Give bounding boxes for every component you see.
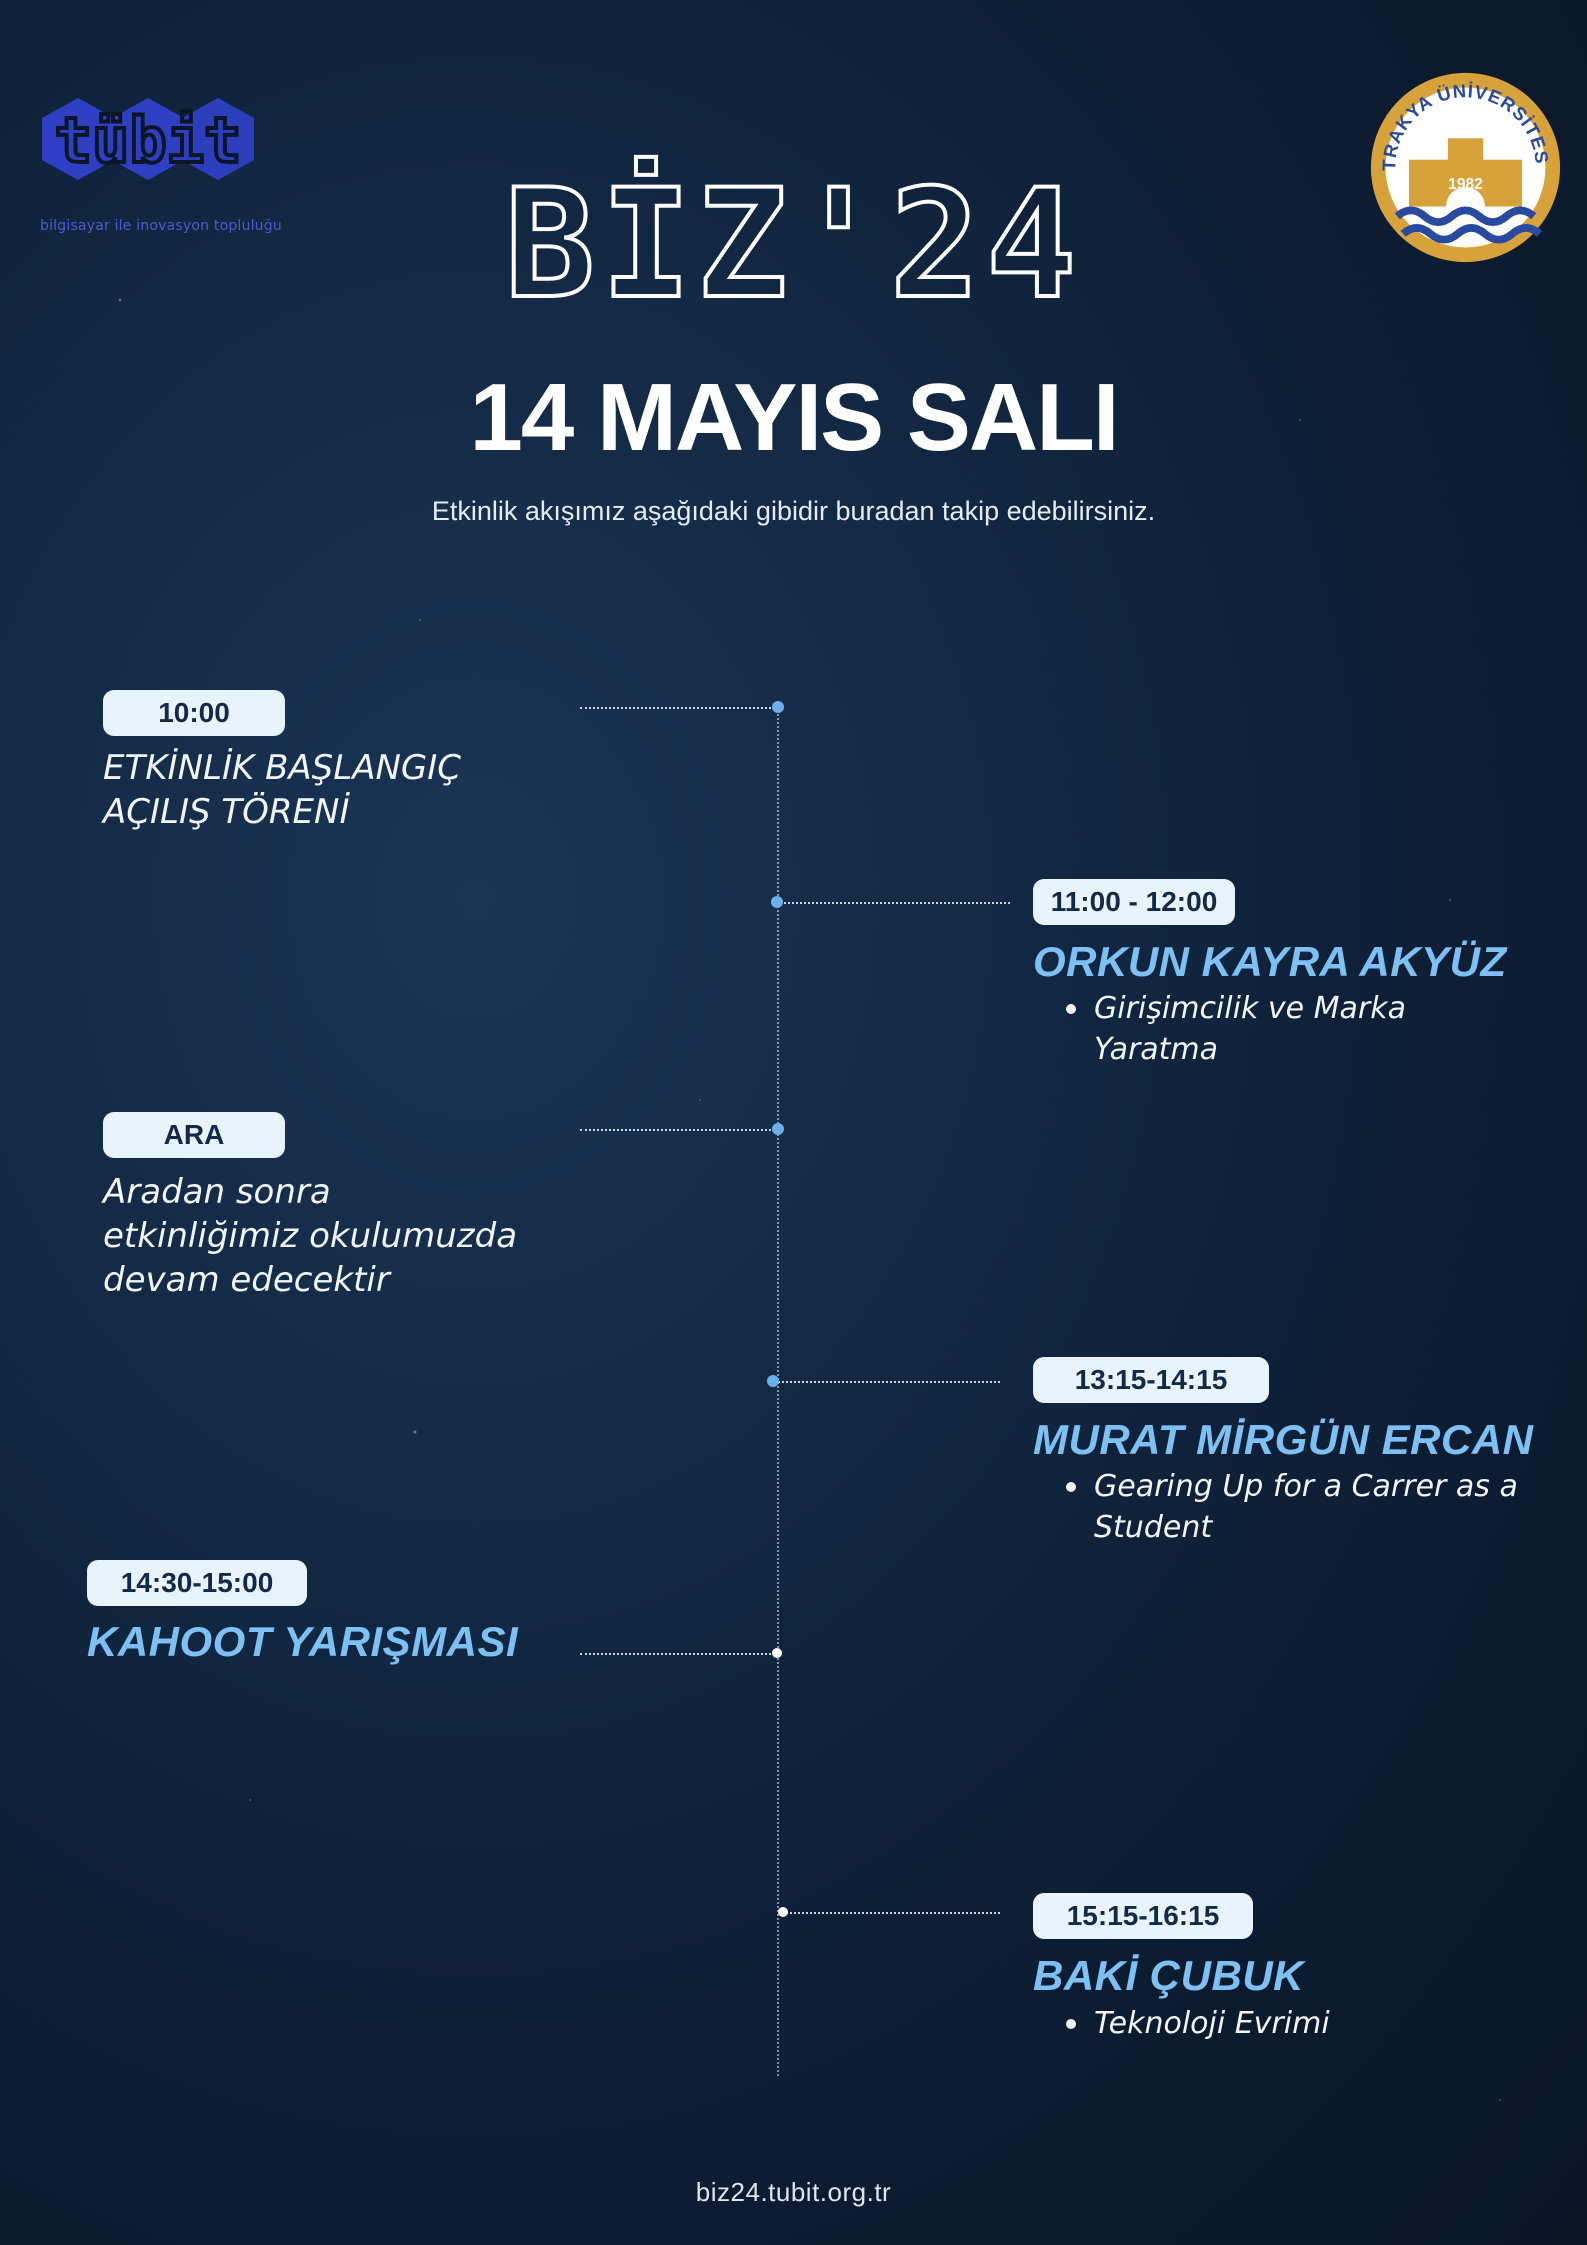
tubit-tagline: bilgisayar ile inovasyon topluluğu [40,218,282,234]
tubit-wordmark: tübit [55,104,242,177]
topic-line: Girişimcilik ve Marka [1094,991,1406,1026]
timeline-dot [772,1123,784,1135]
subtitle: Etkinlik akışımız aşağıdaki gibidir bura… [431,496,1156,526]
timeline-spine [777,706,779,2076]
timeline-dot [771,896,783,908]
topic-line: Gearing Up for a Carrer as a [1094,1469,1518,1504]
time-pill: ARA [103,1112,285,1158]
timeline-dot [767,1375,779,1387]
timeline-connector [580,707,775,709]
topic-line: Teknoloji Evrimi [1094,2006,1330,2041]
timeline-dot [772,1648,782,1658]
time-pill: 14:30-15:00 [87,1560,307,1606]
timeline-connector [782,1912,1000,1914]
timeline-connector [778,1381,1000,1383]
text-line: devam edecektir [103,1260,390,1300]
speaker-name: BAKİ ÇUBUK [1033,1952,1304,1999]
tubit-logo: tübit [42,98,254,180]
activity-title: KAHOOT YARIŞMASI [87,1618,519,1665]
date-title: 14 MAYIS SALI [469,364,1119,471]
bullet-icon [1066,2019,1076,2029]
timeline-connector [780,902,1010,904]
footer-url[interactable]: biz24.tubit.org.tr [695,2177,892,2207]
topic-list: Girişimcilik ve Marka Yaratma [1066,988,1406,1070]
bullet-icon [1066,1482,1076,1492]
text-line: Aradan sonra [103,1172,331,1212]
timeline-dot [772,701,784,713]
text-line: ETKİNLİK BAŞLANGIÇ [103,748,461,788]
timeline-connector [580,1653,775,1655]
left-item-1-text: ETKİNLİK BAŞLANGIÇ AÇILIŞ TÖRENİ [103,746,461,834]
time-pill: 10:00 [103,690,285,736]
time-pill: 15:15-16:15 [1033,1893,1253,1939]
bullet-icon [1066,1004,1076,1014]
topic-line: Student [1094,1510,1213,1545]
time-pill: 13:15-14:15 [1033,1357,1269,1403]
topic-line: Yaratma [1094,1032,1219,1067]
event-title: BİZ'24 [503,158,1083,332]
timeline-connector [580,1129,775,1131]
time-pill: 11:00 - 12:00 [1033,879,1235,925]
speaker-name: MURAT MİRGÜN ERCAN [1033,1416,1534,1463]
trakya-university-seal: TRAKYA ÜNİVERSİTESİ 1982 [1368,70,1561,263]
text-line: AÇILIŞ TÖRENİ [103,792,350,832]
left-item-2-text: Aradan sonra etkinliğimiz okulumuzda dev… [103,1170,517,1302]
topic-list: Teknoloji Evrimi [1066,2003,1330,2044]
speaker-name: ORKUN KAYRA AKYÜZ [1033,938,1507,985]
text-line: etkinliğimiz okulumuzda [103,1216,518,1256]
topic-list: Gearing Up for a Carrer as a Student [1066,1466,1518,1548]
timeline-dot [778,1907,788,1917]
trakya-seal-year: 1982 [1448,176,1483,193]
